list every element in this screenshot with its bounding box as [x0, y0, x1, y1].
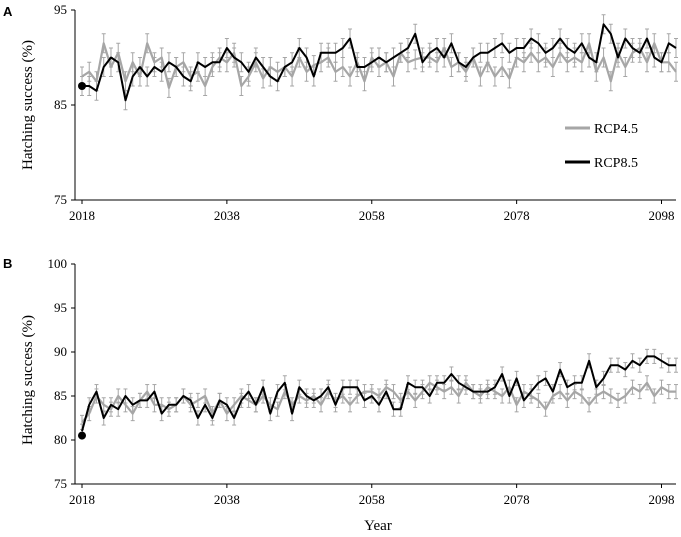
y-tick-label: 75 — [54, 476, 67, 491]
y-tick-label: 100 — [48, 256, 68, 271]
x-tick-label: 2058 — [359, 492, 385, 507]
legend: RCP4.5 RCP8.5 — [565, 122, 638, 171]
series-rcp85 — [80, 348, 678, 439]
start-point-marker — [78, 431, 86, 440]
legend-label-rcp85: RCP8.5 — [594, 156, 638, 171]
y-tick-label: 95 — [54, 2, 67, 17]
x-tick-label: 2038 — [214, 208, 240, 223]
y-tick-label: 85 — [54, 388, 67, 403]
series-line — [81, 355, 676, 432]
x-tick-label: 2058 — [359, 208, 385, 223]
panel-b: B Hatching success (%) Year 75 80 85 90 95 10… — [3, 256, 678, 534]
y-tick-label: 75 — [54, 192, 67, 207]
start-point-marker — [78, 82, 86, 90]
x-tick-label: 2078 — [504, 208, 530, 223]
x-axis-title: Year — [364, 518, 392, 534]
y-tick-label: 95 — [54, 300, 67, 315]
x-tick-label: 2078 — [504, 492, 530, 507]
panel-a: A Hatching success (%) 75 85 95 2018 2038 20… — [3, 2, 678, 223]
series-rcp85 — [80, 14, 678, 111]
x-tick-label: 2018 — [69, 208, 95, 223]
x-tick-label: 2098 — [649, 492, 675, 507]
y-axis-title: Hatching success (%) — [20, 40, 36, 170]
series-line — [82, 23, 677, 102]
y-tick-label: 90 — [54, 344, 67, 359]
x-tick-label: 2038 — [214, 492, 240, 507]
legend-label-rcp45: RCP4.5 — [594, 122, 638, 137]
y-tick-label: 80 — [54, 432, 67, 447]
y-axis-title: Hatching success (%) — [20, 315, 36, 445]
panel-letter-b: B — [3, 256, 12, 271]
x-tick-label: 2018 — [69, 492, 95, 507]
x-tick-label: 2098 — [649, 208, 675, 223]
panel-letter-a: A — [3, 4, 13, 19]
y-tick-label: 85 — [54, 97, 67, 112]
